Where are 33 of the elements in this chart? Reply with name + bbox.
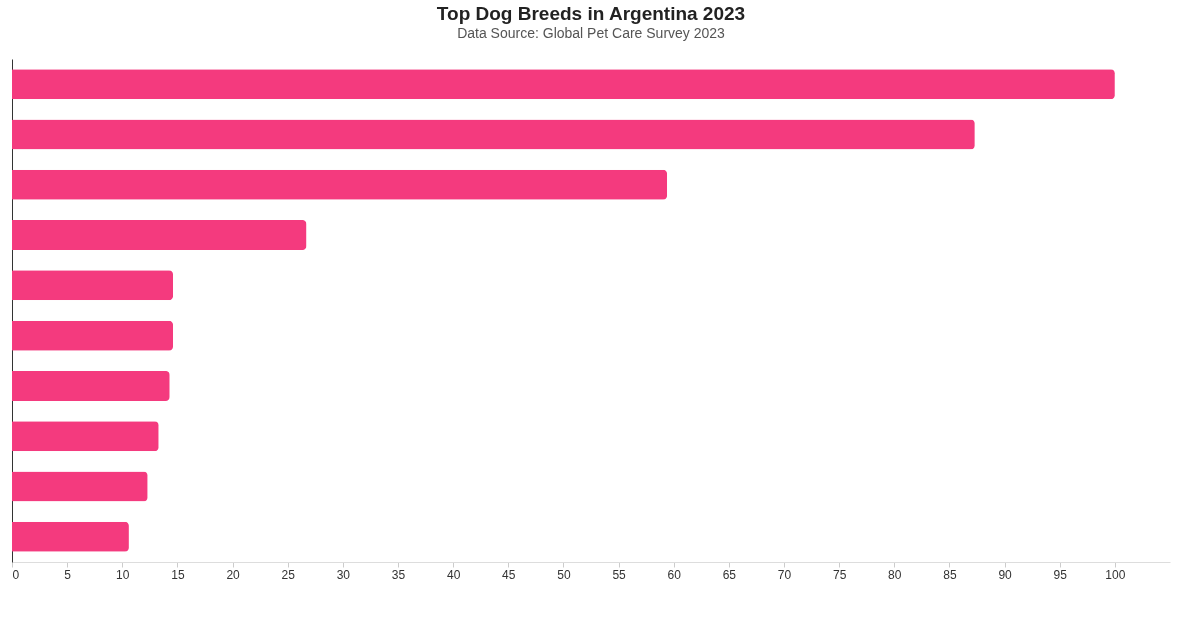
x-tick-label: 20: [226, 567, 241, 582]
x-tick-label: 85: [943, 567, 957, 582]
bar: [12, 169, 668, 200]
x-tick-label: 70: [777, 567, 792, 582]
chart-title: Top Dog Breeds in Argentina 2023: [436, 3, 746, 24]
bar: [12, 521, 129, 552]
chart-subtitle: Data Source: Global Pet Care Survey 2023: [457, 25, 726, 41]
x-tick-label: 95: [1053, 567, 1068, 582]
x-tick-label: 100: [1105, 567, 1126, 582]
x-tick-label: 35: [391, 567, 406, 582]
x-tick-label: 15: [171, 567, 185, 582]
x-tick-label: 50: [557, 567, 571, 582]
bar: [12, 69, 1115, 100]
x-tick-label: 45: [502, 567, 516, 582]
x-tick-label: 10: [116, 567, 130, 582]
bar: [12, 471, 148, 502]
x-tick-label: 40: [446, 567, 461, 582]
x-tick-label: 30: [336, 567, 351, 582]
bar: [12, 370, 170, 401]
bar: [12, 320, 174, 351]
x-tick-label: 25: [281, 567, 296, 582]
bar: [12, 119, 975, 150]
bar: [12, 421, 159, 452]
bar: [12, 220, 307, 251]
x-tick-label: 55: [612, 567, 627, 582]
x-tick-label: 75: [832, 567, 847, 582]
x-tick-label: 60: [667, 567, 682, 582]
x-tick-label: 90: [998, 567, 1013, 582]
x-tick-label: 65: [722, 567, 737, 582]
bar: [12, 270, 174, 301]
x-tick-label: 0: [12, 567, 20, 582]
x-tick-label: 80: [888, 567, 902, 582]
x-tick-label: 5: [64, 567, 72, 582]
